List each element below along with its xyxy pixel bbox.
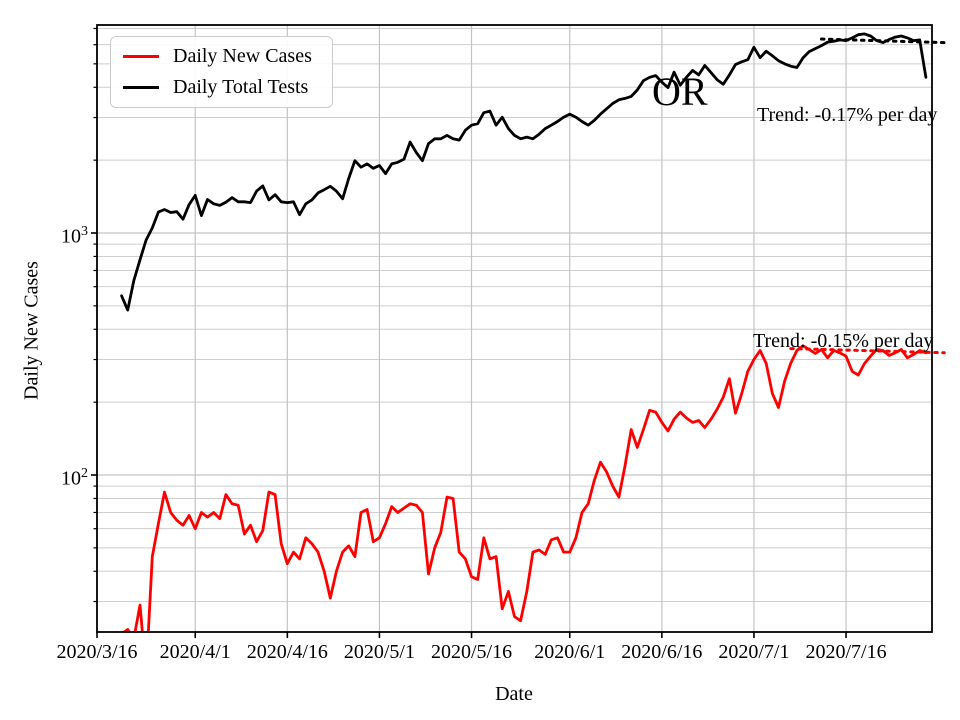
legend-label-daily-total-tests: Daily Total Tests	[173, 76, 309, 98]
legend-line-sample-red	[123, 55, 159, 58]
legend-item-daily-total-tests: Daily Total Tests	[123, 76, 332, 99]
legend-item-daily-new-cases: Daily New Cases	[123, 45, 332, 68]
legend: Daily New Cases Daily Total Tests	[110, 36, 333, 108]
plot-frame	[96, 24, 933, 633]
legend-line-sample-black	[123, 86, 159, 89]
series-line-daily-new-cases	[122, 344, 928, 632]
legend-label-daily-new-cases: Daily New Cases	[173, 45, 312, 67]
series-line-daily-total-tests	[120, 32, 928, 312]
